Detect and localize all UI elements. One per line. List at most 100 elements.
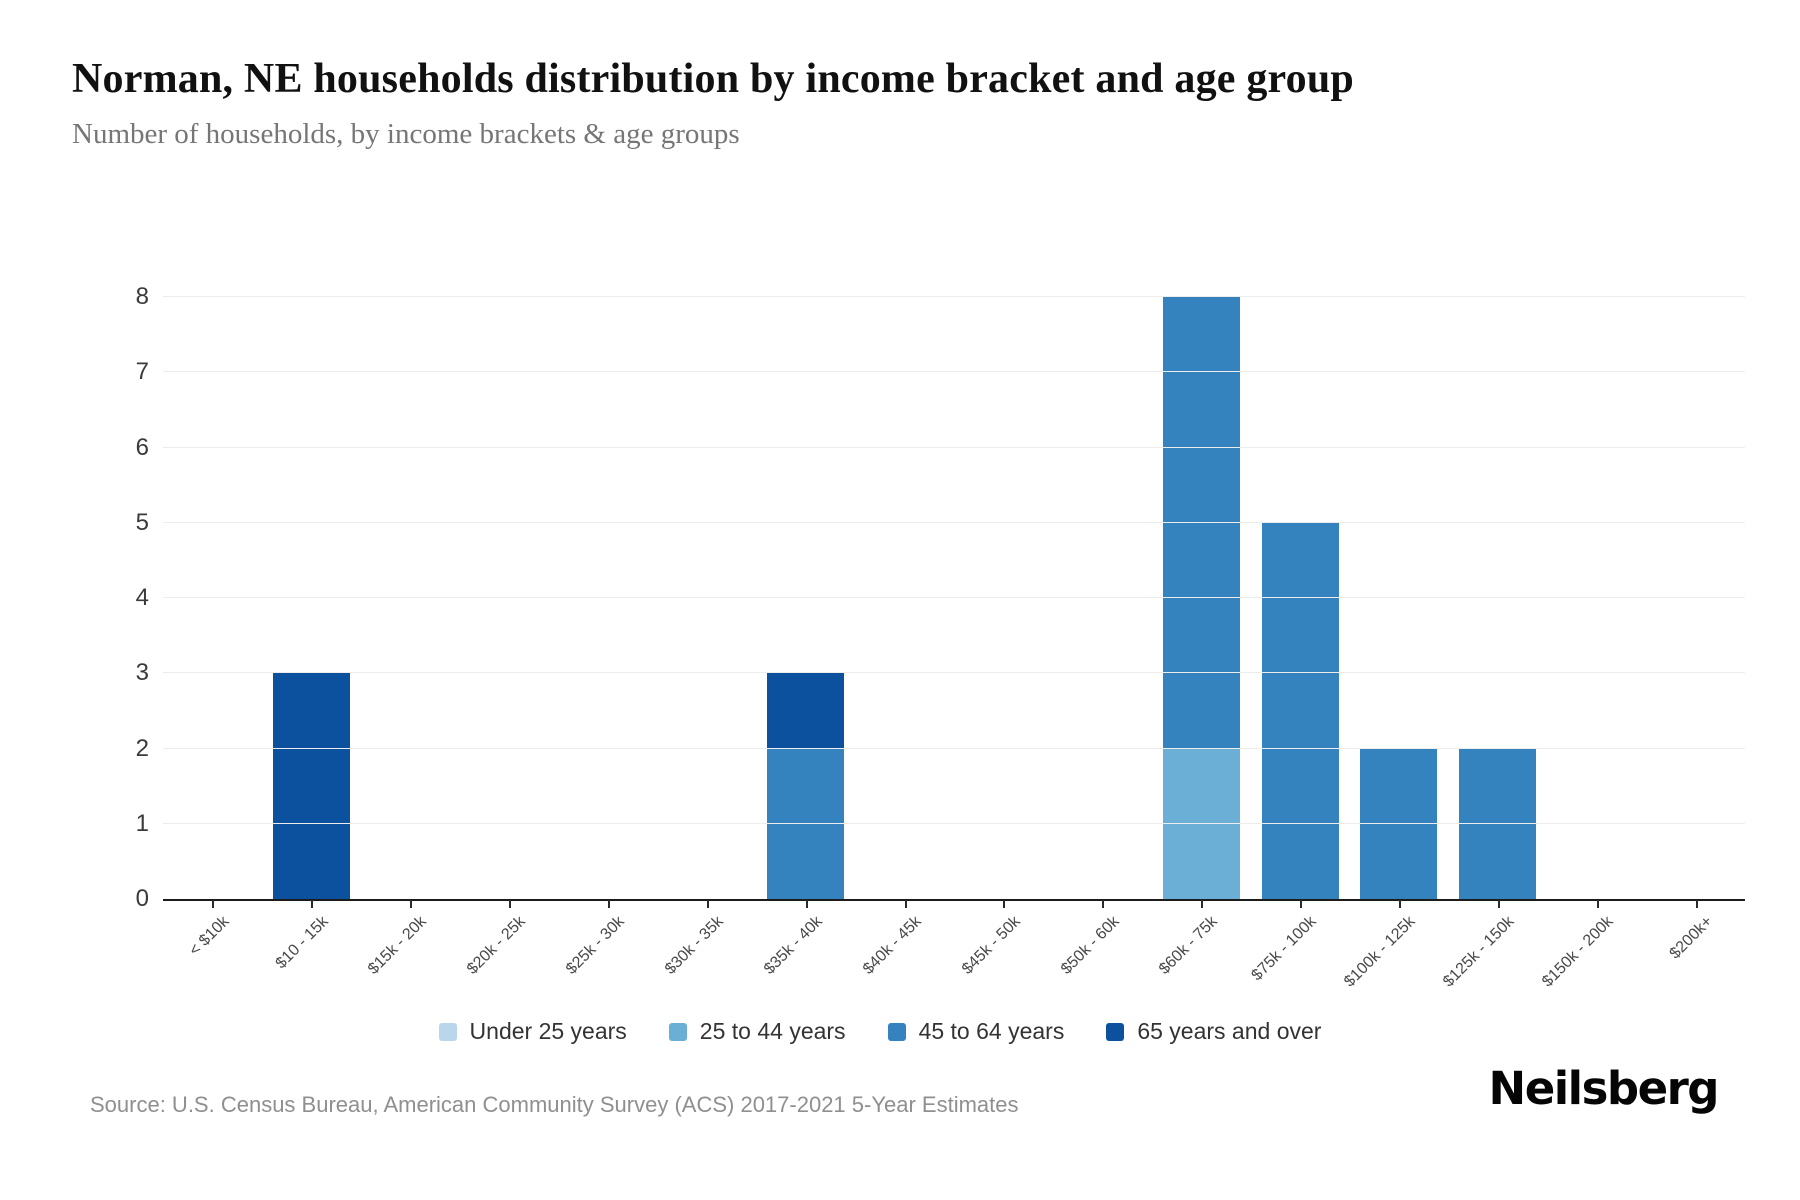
chart-subtitle: Number of households, by income brackets… <box>72 118 740 150</box>
y-axis-tick-label: 3 <box>135 659 149 687</box>
x-axis-tick-label: $10 - 15k <box>272 913 332 973</box>
bar-column: $125k - 150k <box>1440 297 1547 990</box>
gridline-y8 <box>163 296 1745 297</box>
bar-column: $75k - 100k <box>1249 297 1350 984</box>
bar-column: $60k - 75k <box>1152 297 1251 978</box>
x-axis-tick <box>904 900 907 908</box>
x-axis-tick-label: < $10k <box>186 913 233 960</box>
bar-stack <box>569 297 646 899</box>
legend-item[interactable]: 25 to 44 years <box>668 1018 846 1045</box>
y-axis-tick-label: 7 <box>135 358 149 386</box>
bar-column: $10 - 15k <box>262 297 361 972</box>
bar-segment[interactable] <box>1162 748 1240 899</box>
y-axis-tick-label: 1 <box>135 809 149 837</box>
bar-stack <box>471 297 548 899</box>
x-axis-tick <box>805 900 808 908</box>
bar-column: $45k - 50k <box>954 297 1053 978</box>
plot-area: < $10k $10 - 15k $15k - 20k $20k - 25k $25k … <box>136 283 1745 990</box>
bar-column: $40k - 45k <box>855 297 954 978</box>
bar-column: $30k - 35k <box>657 297 756 978</box>
bar-segment[interactable] <box>1162 297 1240 749</box>
legend-label: Under 25 years <box>469 1018 627 1044</box>
bar-stack <box>1558 297 1635 899</box>
x-axis-tick-label: $50k - 60k <box>1057 913 1123 978</box>
bar-column: $15k - 20k <box>361 297 460 978</box>
x-axis-tick <box>1596 900 1599 908</box>
x-axis-tick <box>1102 900 1105 908</box>
bar-segment[interactable] <box>272 673 350 899</box>
y-axis-tick-label: 0 <box>135 885 149 912</box>
legend-item[interactable]: 45 to 64 years <box>887 1018 1064 1045</box>
bar-stack <box>1657 297 1734 899</box>
x-axis-tick-label: $75k - 100k <box>1248 913 1321 985</box>
gridline-y2 <box>163 747 1745 749</box>
chart-title: Norman, NE households distribution by in… <box>72 56 1354 102</box>
x-axis-tick <box>706 900 709 908</box>
bar-column: $50k - 60k <box>1053 297 1152 978</box>
bar-stack <box>1064 297 1141 899</box>
gridline-y7 <box>163 371 1745 373</box>
legend-swatch-icon <box>668 1022 687 1041</box>
legend-swatch-icon <box>887 1022 906 1041</box>
y-axis-tick-label: 4 <box>135 584 149 611</box>
x-axis-tick-label: $25k - 30k <box>563 913 628 978</box>
bar-segment[interactable] <box>767 748 845 899</box>
bar-stack <box>174 297 251 899</box>
bar-stack <box>1261 297 1339 899</box>
bar-column: $20k - 25k <box>460 297 559 978</box>
bar-stack <box>372 297 449 899</box>
bar-stack <box>767 297 845 899</box>
x-axis-tick <box>1695 900 1698 908</box>
x-axis-tick <box>1201 900 1204 908</box>
x-axis-tick-label: $40k - 45k <box>859 913 925 978</box>
x-axis-tick <box>1398 900 1401 908</box>
bar-segment[interactable] <box>1360 748 1438 899</box>
bar-column: < $10k <box>163 297 262 959</box>
y-axis-tick-label: 6 <box>135 433 149 461</box>
brand-logo: Neilsberg <box>1488 1062 1720 1115</box>
legend-label: 25 to 44 years <box>699 1018 846 1044</box>
x-axis-tick-label: $100k - 125k <box>1341 913 1419 991</box>
y-axis-tick-label: 2 <box>135 734 149 762</box>
x-axis-tick-label: $15k - 20k <box>365 913 431 978</box>
bar-stack <box>1459 297 1537 899</box>
legend-swatch-icon <box>1106 1022 1125 1041</box>
x-axis-tick <box>212 900 215 908</box>
x-axis-tick-label: $30k - 35k <box>661 913 727 978</box>
bar-stack <box>272 297 350 899</box>
x-axis-tick-label: $60k - 75k <box>1156 913 1222 978</box>
bar-segment[interactable] <box>1459 748 1537 899</box>
bar-column: $150k - 200k <box>1539 297 1646 990</box>
x-axis-tick-label: $150k - 200k <box>1539 913 1617 991</box>
gridline-y1 <box>163 822 1745 824</box>
bar-stack <box>1360 297 1438 899</box>
bar-stack <box>866 297 943 899</box>
x-axis-tick-label: $45k - 50k <box>958 913 1024 978</box>
x-axis-tick <box>1003 900 1006 908</box>
gridline-y6 <box>163 446 1745 448</box>
bar-stack <box>1162 297 1240 899</box>
gridline-y3 <box>163 672 1745 674</box>
x-axis-tick <box>607 900 610 908</box>
legend-item[interactable]: Under 25 years <box>438 1018 627 1045</box>
x-axis-tick <box>1497 900 1500 908</box>
legend-item[interactable]: 65 years and over <box>1106 1018 1321 1045</box>
bar-column: $35k - 40k <box>756 297 855 978</box>
x-axis-tick-label: $20k - 25k <box>464 913 530 978</box>
y-axis-tick-label: 5 <box>135 508 149 536</box>
bar-columns: < $10k $10 - 15k $15k - 20k $20k - 25k $25k … <box>163 297 1745 990</box>
bar-segment[interactable] <box>1261 522 1339 899</box>
bar-stack <box>965 297 1042 899</box>
x-axis-tick-label: $125k - 150k <box>1440 913 1518 991</box>
x-axis-tick <box>410 900 413 908</box>
source-text: Source: U.S. Census Bureau, American Com… <box>90 1092 1019 1117</box>
legend-swatch-icon <box>438 1022 457 1041</box>
gridline-y4 <box>163 597 1745 598</box>
bar-column: $200k+ <box>1646 297 1745 962</box>
bar-segment[interactable] <box>767 673 845 749</box>
x-axis-tick <box>311 900 314 908</box>
x-axis-tick-label: $200k+ <box>1666 913 1716 963</box>
bar-column: $100k - 125k <box>1342 297 1449 990</box>
x-axis-tick <box>1300 900 1303 908</box>
